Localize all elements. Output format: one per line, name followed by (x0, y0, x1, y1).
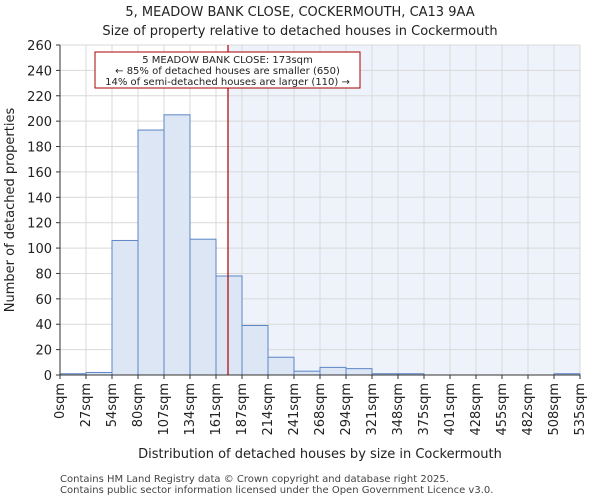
y-axis-title: Number of detached properties (3, 108, 18, 313)
x-tick-label: 321sqm (365, 383, 380, 436)
x-tick-label: 0sqm (53, 383, 68, 419)
y-tick-label: 20 (35, 344, 52, 359)
x-tick-label: 375sqm (417, 383, 432, 436)
bar-161sqm (215, 275, 243, 376)
bar-134sqm (189, 238, 217, 376)
x-tick-label: 80sqm (131, 383, 146, 427)
y-tick-label: 80 (35, 267, 52, 282)
x-tick-label: 535sqm (573, 383, 588, 436)
x-tick-label: 348sqm (391, 383, 406, 436)
x-tick-label: 428sqm (469, 383, 484, 436)
y-tick-label: 240 (27, 64, 52, 79)
y-tick-label: 40 (35, 318, 52, 333)
x-tick-label: 27sqm (79, 383, 94, 427)
chart-subtitle: Size of property relative to detached ho… (102, 24, 498, 39)
x-tick-label: 455sqm (495, 383, 510, 436)
x-tick-label: 294sqm (339, 383, 354, 436)
x-tick-label: 508sqm (547, 383, 562, 436)
footer-copyright: Contains HM Land Registry data © Crown c… (60, 474, 449, 485)
y-tick-label: 220 (27, 90, 52, 105)
y-tick-label: 140 (27, 191, 52, 206)
x-tick-label: 107sqm (157, 383, 172, 436)
y-tick-label: 0 (44, 369, 52, 384)
x-tick-label: 161sqm (209, 383, 224, 436)
histogram-chart: 0 20 40 60 80 100 120 140 160 180 200 220 240 260 0sqm… (3, 39, 588, 462)
x-tick-label: 241sqm (287, 383, 302, 436)
x-tick-label: 268sqm (313, 383, 328, 436)
bar-241sqm (293, 370, 321, 376)
y-tick-label: 260 (27, 39, 52, 54)
y-tick-label: 100 (27, 242, 52, 257)
x-tick-label: 214sqm (261, 383, 276, 436)
highlight-region (228, 45, 580, 375)
bar-268sqm (319, 366, 347, 376)
x-axis-title: Distribution of detached houses by size … (138, 447, 502, 462)
x-tick-label: 134sqm (183, 383, 198, 436)
y-tick-label: 60 (35, 293, 52, 308)
bar-214sqm (267, 356, 295, 376)
x-tick-label: 482sqm (521, 383, 536, 436)
y-tick-label: 120 (27, 217, 52, 232)
bar-80sqm (137, 129, 165, 376)
x-tick-label: 187sqm (235, 383, 250, 436)
footer-licence: Contains public sector information licen… (60, 485, 494, 496)
chart-title: 5, MEADOW BANK CLOSE, COCKERMOUTH, CA13 … (125, 5, 475, 20)
y-tick-label: 180 (27, 141, 52, 156)
annotation-line-1: 5 MEADOW BANK CLOSE: 173sqm (142, 55, 313, 66)
bar-187sqm (241, 325, 269, 376)
annotation-box (94, 51, 361, 89)
bar-54sqm (111, 239, 139, 376)
bar-107sqm (163, 114, 191, 376)
x-tick-label: 401sqm (443, 383, 458, 436)
annotation-line-3: 14% of semi-detached houses are larger (… (105, 77, 350, 88)
y-tick-label: 200 (27, 115, 52, 130)
y-tick-label: 160 (27, 166, 52, 181)
bar-294sqm (345, 368, 373, 376)
x-tick-label: 54sqm (105, 383, 120, 427)
annotation-line-2: ← 85% of detached houses are smaller (65… (115, 66, 340, 77)
